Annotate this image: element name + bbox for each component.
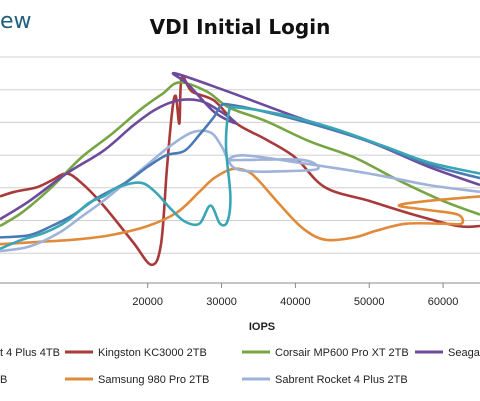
legend-label: Samsung 980 Pro 2TB — [98, 374, 209, 386]
legend-label: Kingston KC3000 2TB — [98, 347, 207, 359]
x-tick-labels: 20000 30000 40000 50000 60000 — [132, 283, 458, 308]
x-axis-label: IOPS — [249, 321, 275, 333]
x-tick-label: 40000 — [280, 296, 311, 308]
grid-lines — [0, 56, 480, 254]
brand-logo-text: ew — [0, 9, 32, 34]
series-lines — [0, 71, 480, 267]
x-tick-label: 20000 — [132, 296, 163, 308]
x-tick-label: 50000 — [354, 296, 385, 308]
series-line-teal-2tb — [0, 105, 480, 251]
series-line-samsung-980-pro-2tb — [0, 167, 480, 246]
legend-label: Corsair MP600 Pro XT 2TB — [275, 347, 409, 359]
legend: t 4 Plus 4TB Kingston KC3000 2TB Corsair M… — [0, 347, 480, 386]
x-tick-label: 60000 — [428, 296, 459, 308]
legend-label: B — [0, 374, 7, 386]
chart-title: VDI Initial Login — [150, 15, 331, 39]
series-line-sabrent-rocket-4-plus-2tb — [0, 129, 480, 253]
legend-label: Sabrent Rocket 4 Plus 2TB — [275, 374, 408, 386]
legend-label: Seagat — [448, 347, 480, 359]
legend-label: t 4 Plus 4TB — [0, 347, 60, 359]
series-line-seagate — [0, 71, 480, 221]
x-tick-label: 30000 — [206, 296, 237, 308]
